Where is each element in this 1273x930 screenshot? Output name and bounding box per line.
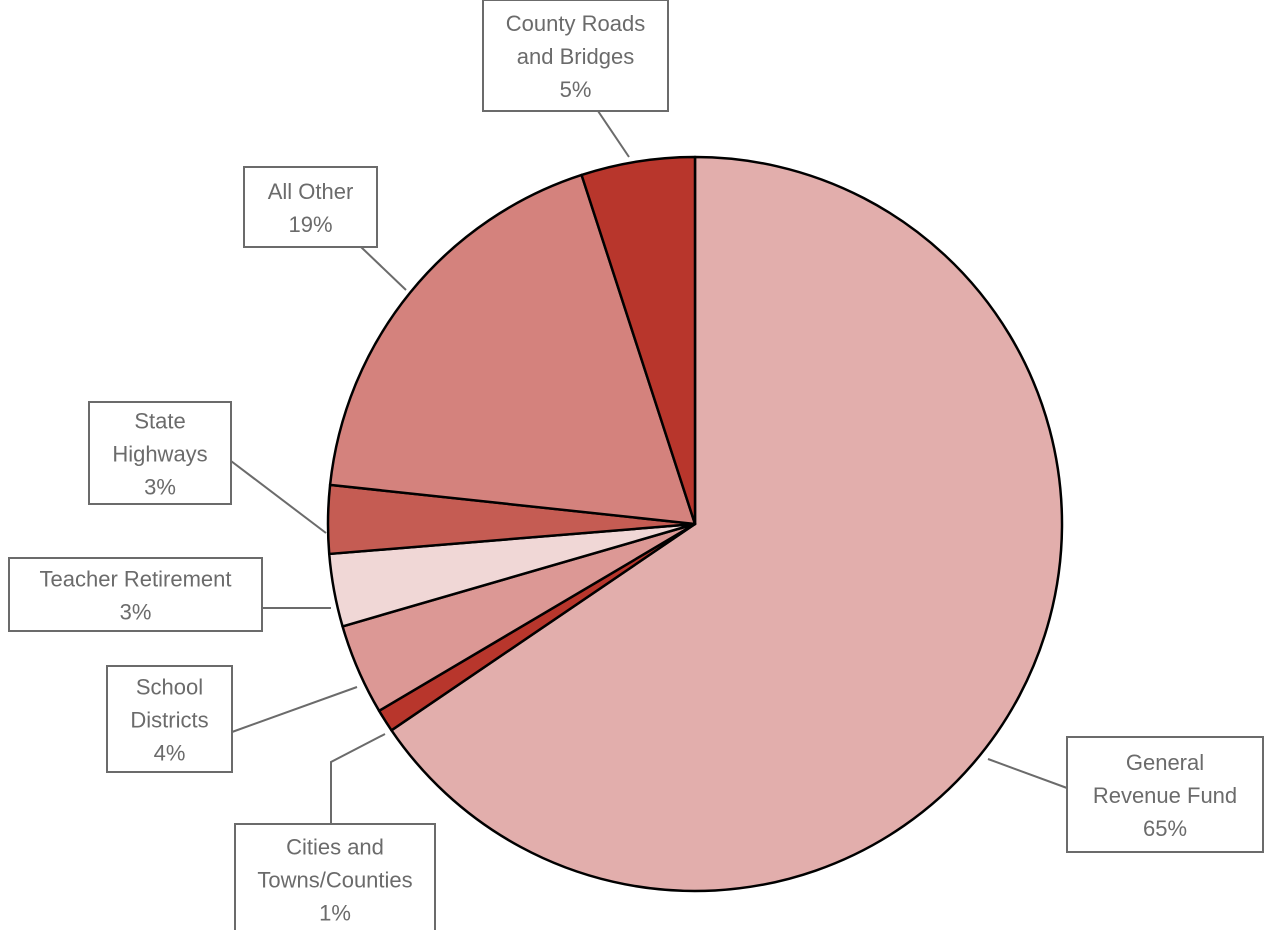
leader-line-general-revenue-fund [987, 758, 1068, 789]
leader-line-state-highways [230, 460, 327, 534]
slice-percent-label: 4% [154, 741, 186, 766]
slice-percent-label: 3% [120, 600, 152, 625]
leader-lines [230, 110, 1068, 824]
slice-name-label: Highways [112, 442, 207, 467]
slice-name-label: Cities and [286, 835, 384, 860]
slice-percent-label: 65% [1143, 816, 1187, 841]
data-label-state-highways: State Highways 3% [88, 401, 232, 505]
pie-slices [326, 155, 1064, 893]
slice-percent-label: 3% [144, 475, 176, 500]
slice-percent-label: 5% [560, 77, 592, 102]
label-box [106, 665, 233, 773]
slice-name-label: Towns/Counties [257, 868, 412, 893]
leader-line-all-other [360, 246, 407, 291]
data-label-school-districts: School Districts 4% [106, 665, 233, 773]
label-box [88, 401, 232, 505]
pie-slice-county-roads-and-bridges [580, 155, 697, 526]
label-box [243, 166, 378, 248]
leader-line-cities-and-towns-counties [330, 733, 386, 824]
slice-labels: General Revenue Fund 65% Cities and Towns/Co… [8, 0, 1264, 930]
data-label-all-other: All Other 19% [243, 166, 378, 248]
slice-name-label: State [134, 409, 185, 434]
data-label-general-revenue-fund: General Revenue Fund 65% [1066, 736, 1264, 853]
slice-percent-label: 19% [288, 212, 332, 237]
leader-line-county-roads-and-bridges [597, 110, 630, 158]
slice-name-label: School [136, 675, 203, 700]
label-box [482, 0, 669, 112]
slice-name-label: Teacher Retirement [40, 567, 232, 592]
slice-percent-label: 1% [319, 901, 351, 926]
leader-line-school-districts [231, 686, 358, 733]
pie-slice-all-other [328, 173, 697, 526]
slice-name-label: and Bridges [517, 44, 634, 69]
label-box [234, 823, 436, 930]
slice-name-label: Revenue Fund [1093, 783, 1237, 808]
slice-name-label: County Roads [506, 11, 645, 36]
data-label-teacher-retirement: Teacher Retirement 3% [8, 557, 263, 632]
pie-slice-general-revenue-fund [390, 155, 1064, 893]
label-box [8, 557, 263, 632]
slice-name-label: Districts [130, 708, 208, 733]
data-label-cities-and-towns-counties: Cities and Towns/Counties 1% [234, 823, 436, 930]
slice-name-label: All Other [268, 179, 354, 204]
slice-name-label: General [1126, 750, 1204, 775]
label-box [1066, 736, 1264, 853]
data-label-county-roads-and-bridges: County Roads and Bridges 5% [482, 0, 669, 112]
